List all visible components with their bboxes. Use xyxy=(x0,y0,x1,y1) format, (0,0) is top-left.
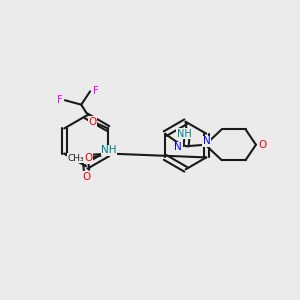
Text: N: N xyxy=(174,142,182,152)
Text: F: F xyxy=(93,86,98,96)
Text: O: O xyxy=(85,153,93,163)
Text: NH: NH xyxy=(177,129,191,139)
Text: O: O xyxy=(258,140,267,150)
Text: CH₃: CH₃ xyxy=(68,154,84,163)
Text: O: O xyxy=(82,172,91,182)
Text: N: N xyxy=(203,136,211,146)
Text: NH: NH xyxy=(101,145,117,155)
Text: F: F xyxy=(57,95,62,105)
Text: O: O xyxy=(88,117,97,127)
